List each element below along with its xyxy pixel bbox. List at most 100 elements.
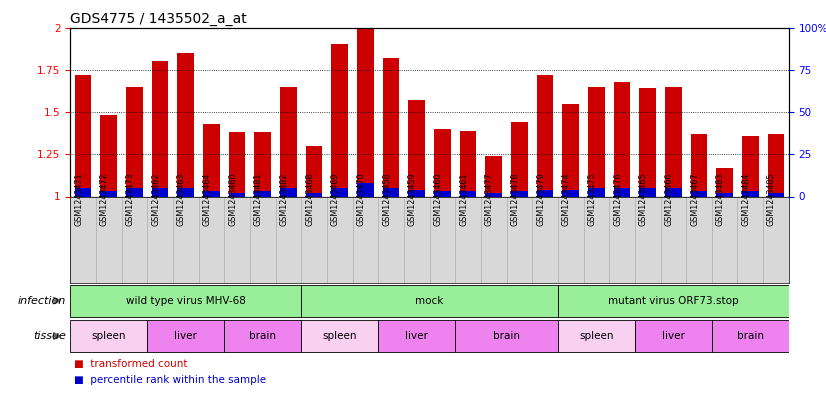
Bar: [486, 193, 502, 196]
Bar: [767, 193, 785, 196]
Text: GSM1243464: GSM1243464: [202, 173, 211, 226]
Bar: [686, 196, 712, 283]
Bar: [152, 188, 169, 196]
Bar: [532, 196, 558, 283]
Text: tissue: tissue: [33, 331, 66, 341]
Text: GDS4775 / 1435502_a_at: GDS4775 / 1435502_a_at: [70, 13, 247, 26]
Bar: [460, 191, 477, 196]
Bar: [716, 168, 733, 196]
Text: GSM1243459: GSM1243459: [408, 172, 416, 226]
Bar: [96, 196, 121, 283]
Text: GSM1243465: GSM1243465: [638, 173, 648, 226]
Bar: [74, 188, 92, 196]
Bar: [460, 130, 477, 196]
FancyBboxPatch shape: [301, 320, 378, 352]
FancyBboxPatch shape: [70, 285, 301, 317]
Bar: [70, 196, 96, 283]
Text: brain: brain: [493, 331, 520, 341]
Bar: [254, 132, 271, 196]
Bar: [537, 75, 553, 196]
Text: liver: liver: [174, 331, 197, 341]
Text: GSM1243480: GSM1243480: [228, 173, 237, 226]
Bar: [229, 193, 245, 196]
Text: GSM1243463: GSM1243463: [177, 173, 186, 226]
Text: GSM1243468: GSM1243468: [305, 173, 314, 226]
Bar: [665, 188, 681, 196]
Text: spleen: spleen: [579, 331, 614, 341]
Bar: [353, 196, 378, 283]
Bar: [639, 88, 656, 196]
Bar: [511, 122, 528, 196]
Bar: [430, 196, 455, 283]
Bar: [276, 196, 301, 283]
Bar: [178, 53, 194, 196]
Text: GSM1243472: GSM1243472: [100, 172, 109, 226]
Bar: [306, 146, 322, 196]
Bar: [74, 75, 92, 196]
Text: GSM1243483: GSM1243483: [715, 173, 724, 226]
Bar: [506, 196, 532, 283]
Bar: [455, 196, 481, 283]
Bar: [382, 58, 399, 196]
Bar: [558, 196, 583, 283]
Bar: [249, 196, 276, 283]
Text: GSM1243471: GSM1243471: [74, 173, 83, 226]
Bar: [126, 87, 143, 196]
Bar: [763, 196, 789, 283]
Text: GSM1243476: GSM1243476: [613, 173, 622, 226]
Bar: [583, 196, 609, 283]
Text: ■  transformed count: ■ transformed count: [74, 358, 188, 369]
Bar: [712, 196, 738, 283]
Text: GSM1243470: GSM1243470: [356, 173, 365, 226]
Text: spleen: spleen: [322, 331, 357, 341]
Bar: [588, 87, 605, 196]
Text: GSM1243485: GSM1243485: [767, 173, 776, 226]
Text: GSM1243482: GSM1243482: [279, 173, 288, 226]
Bar: [101, 191, 117, 196]
Bar: [588, 188, 605, 196]
Text: GSM1243474: GSM1243474: [562, 173, 571, 226]
Bar: [173, 196, 198, 283]
Bar: [408, 100, 425, 196]
FancyBboxPatch shape: [70, 320, 147, 352]
Bar: [537, 190, 553, 196]
Bar: [486, 156, 502, 196]
Bar: [665, 87, 681, 196]
Bar: [121, 196, 147, 283]
Text: GSM1243462: GSM1243462: [151, 173, 160, 226]
Bar: [434, 129, 451, 196]
Bar: [327, 196, 353, 283]
Bar: [382, 188, 399, 196]
Bar: [331, 188, 348, 196]
Bar: [280, 87, 297, 196]
Text: GSM1243458: GSM1243458: [382, 173, 391, 226]
Bar: [178, 188, 194, 196]
Text: GSM1243473: GSM1243473: [126, 173, 135, 226]
Bar: [229, 132, 245, 196]
Bar: [280, 188, 297, 196]
Text: mock: mock: [415, 296, 444, 306]
Bar: [481, 196, 506, 283]
Bar: [254, 191, 271, 196]
Text: GSM1243466: GSM1243466: [664, 173, 673, 226]
Bar: [378, 196, 404, 283]
FancyBboxPatch shape: [301, 285, 558, 317]
Bar: [126, 188, 143, 196]
FancyBboxPatch shape: [455, 320, 558, 352]
Text: GSM1243467: GSM1243467: [690, 173, 699, 226]
Bar: [198, 196, 224, 283]
Bar: [635, 196, 661, 283]
Bar: [408, 190, 425, 196]
Bar: [203, 124, 220, 196]
Bar: [563, 190, 579, 196]
Bar: [742, 191, 758, 196]
FancyBboxPatch shape: [712, 320, 789, 352]
Text: GSM1243484: GSM1243484: [741, 173, 750, 226]
FancyBboxPatch shape: [558, 285, 789, 317]
Text: ■  percentile rank within the sample: ■ percentile rank within the sample: [74, 375, 267, 385]
Bar: [691, 191, 707, 196]
Bar: [691, 134, 707, 196]
Text: GSM1243481: GSM1243481: [254, 173, 263, 226]
Bar: [614, 188, 630, 196]
Text: GSM1243461: GSM1243461: [459, 173, 468, 226]
